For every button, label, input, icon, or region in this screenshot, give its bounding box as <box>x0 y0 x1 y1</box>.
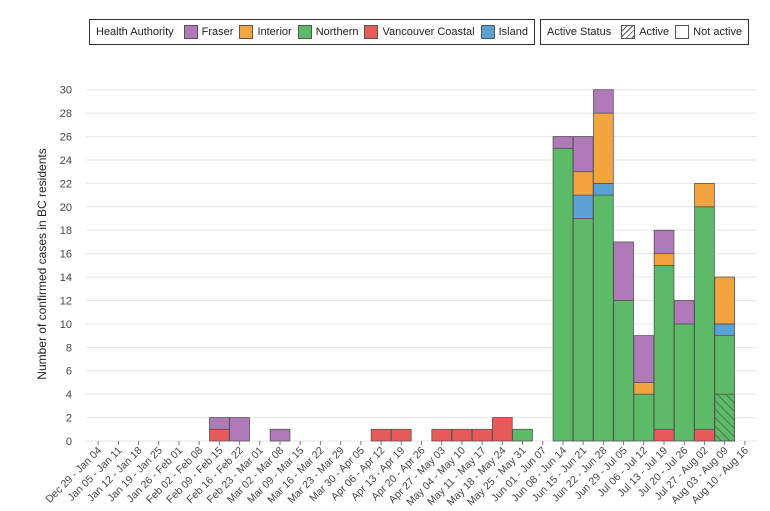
legend-label: Fraser <box>201 26 234 38</box>
bar-segment <box>653 253 675 266</box>
island-swatch-icon <box>480 25 495 39</box>
bar-segment <box>613 300 634 442</box>
y-tick-label: 2 <box>66 413 72 425</box>
fraser-swatch-icon <box>183 25 198 39</box>
bar-segment <box>552 147 574 442</box>
y-tick-label: 6 <box>66 366 72 378</box>
bar-segment <box>694 182 715 208</box>
y-tick-label: 30 <box>60 85 72 97</box>
empty-swatch-icon <box>675 25 690 39</box>
active-status-legend: Active Status Active Not active <box>540 19 750 45</box>
bar-segment <box>673 323 695 442</box>
legend-label: Island <box>498 26 528 38</box>
bar-segment <box>593 194 614 442</box>
bar-segment <box>633 382 655 395</box>
bar-segment <box>512 428 533 442</box>
bar-segment <box>431 428 453 442</box>
bar-segment <box>694 428 715 442</box>
bar-segment <box>613 241 634 301</box>
legend-label: Active <box>639 26 670 38</box>
active-hatch-segment <box>714 393 735 442</box>
bar-segment <box>694 206 715 430</box>
legend-label: Northern <box>315 26 359 38</box>
y-tick-label: 20 <box>60 202 72 214</box>
y-axis-label: Number of confirmed cases in BC resident… <box>35 148 49 380</box>
bar-segment <box>572 194 594 219</box>
legend-label: Not active <box>693 26 743 38</box>
legend-item-vancouver-coastal: Vancouver Coastal <box>364 25 475 39</box>
bar-segment <box>714 323 735 337</box>
bar-segment <box>390 428 412 442</box>
bar-segment <box>633 335 655 383</box>
bar-segment <box>492 417 513 442</box>
y-tick-label: 26 <box>60 132 72 144</box>
y-tick-label: 0 <box>66 436 72 448</box>
legend-label: Vancouver Coastal <box>382 26 475 38</box>
bar-segment <box>229 417 250 442</box>
bar-segment <box>572 136 594 173</box>
y-tick-label: 16 <box>60 249 72 261</box>
legend-item-fraser: Fraser <box>183 25 234 39</box>
y-tick-label: 28 <box>60 108 72 120</box>
y-tick-label: 24 <box>60 155 72 167</box>
y-tick-label: 18 <box>60 225 72 237</box>
bar-segment <box>572 171 594 196</box>
bar-segment <box>653 428 675 442</box>
legend-item-interior: Interior <box>239 25 292 39</box>
legend-title: Health Authority <box>96 26 174 38</box>
y-tick-label: 22 <box>60 178 72 190</box>
bar-segment <box>572 218 594 442</box>
status-legend-title: Active Status <box>547 26 612 38</box>
y-tick-label: 14 <box>60 272 72 284</box>
legend-item-not-active: Not active <box>675 25 742 39</box>
y-tick-label: 4 <box>66 389 72 401</box>
legend-item-active: Active <box>621 25 669 39</box>
bar-segment <box>653 264 675 430</box>
bar-segment <box>593 89 614 114</box>
bar-segment <box>451 428 473 442</box>
bar-segment <box>552 136 574 149</box>
bar-segment <box>471 428 493 442</box>
legend-label: Interior <box>257 26 292 38</box>
bar-segment <box>209 428 230 442</box>
hatched-swatch-icon <box>621 25 636 39</box>
bar-segment <box>209 417 230 430</box>
bar-segment <box>593 112 614 184</box>
bar-segment <box>714 276 735 325</box>
bar-segment <box>673 300 695 325</box>
y-tick-label: 8 <box>66 342 72 354</box>
bar-segment <box>593 182 614 196</box>
legend-item-northern: Northern <box>297 25 359 39</box>
bar-segment <box>633 393 655 442</box>
bar-segment <box>370 428 392 442</box>
bar-segment <box>653 229 675 255</box>
y-tick-label: 10 <box>60 319 72 331</box>
y-tick-label: 12 <box>60 295 72 307</box>
health-authority-legend: Health Authority Fraser Interior Norther… <box>89 19 535 45</box>
northern-swatch-icon <box>297 25 312 39</box>
legend-item-island: Island <box>480 25 528 39</box>
interior-swatch-icon <box>239 25 254 39</box>
bar-segment <box>269 428 291 442</box>
vancouver-coastal-swatch-icon <box>364 25 379 39</box>
